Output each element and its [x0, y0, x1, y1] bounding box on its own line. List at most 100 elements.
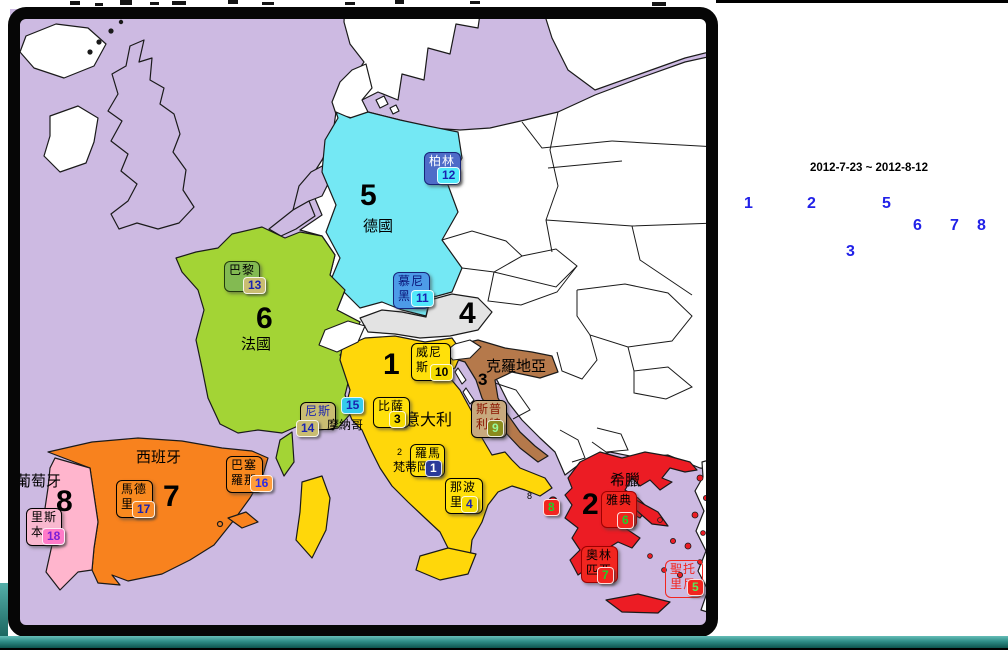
slovenia-shape: [444, 339, 482, 361]
scandinavia-shape: [343, 9, 482, 101]
country-number-france: 6: [256, 302, 273, 335]
legend-number-2: 2: [807, 195, 816, 212]
day-badge-nice[interactable]: 14: [296, 420, 320, 437]
city-marker-madrid[interactable]: 馬德里: [116, 480, 153, 518]
city-label-line: 本: [31, 525, 45, 539]
city-label-line: 斯: [416, 360, 430, 374]
coast-fragment: [262, 2, 274, 5]
corsica-shape: [275, 431, 295, 477]
country-name-france: 法國: [241, 336, 272, 353]
aegean-isle: [647, 553, 653, 559]
country-number-austria: 4: [459, 297, 476, 330]
day-badge-athens[interactable]: 6: [617, 512, 634, 529]
day-badge-pisa[interactable]: 3: [389, 411, 406, 428]
sardinia-shape: [295, 475, 331, 559]
scottish-isle: [118, 19, 124, 25]
map-stage: 5 德國 6 法國 1 意大利 4 3 克羅地亞 7 西班牙 8 葡萄牙 2 希臘 柏林 12 慕尼黑 11 巴黎 13…: [10, 9, 706, 625]
crete-shape: [605, 593, 671, 614]
day-badge-rome[interactable]: 1: [425, 460, 442, 477]
aegean-isle: [670, 538, 677, 545]
day-badge-berlin[interactable]: 12: [437, 167, 461, 184]
country-number-croatia: 3: [478, 370, 488, 389]
day-badge-olympia[interactable]: 7: [597, 567, 614, 584]
aegean-isle: [691, 511, 699, 519]
legend-number-3: 3: [846, 243, 855, 260]
legend-number-1: 1: [744, 195, 753, 212]
coast-fragment: [172, 1, 186, 5]
map-frame: [8, 7, 718, 637]
border-hungary: [487, 265, 578, 306]
denmark-island: [375, 95, 389, 109]
balearics-shape: [227, 511, 259, 529]
country-number-germany: 5: [360, 179, 377, 212]
border-bulgaria: [627, 346, 693, 400]
slide-left-band: [0, 583, 8, 650]
day-badge-ferry[interactable]: 8: [543, 499, 560, 516]
city-label-line: 那波: [450, 480, 477, 494]
border-moldova: [631, 225, 693, 296]
day-badge-madrid[interactable]: 17: [132, 501, 156, 518]
aegean-isle: [677, 572, 684, 579]
legend-number-5: 5: [882, 195, 891, 212]
city-label-line: 聖托: [670, 562, 697, 576]
coast-fragment: [70, 1, 80, 5]
border-czech: [441, 230, 523, 273]
city-label-line: 羅那: [231, 473, 258, 487]
city-label-line: 里: [121, 497, 135, 511]
day-badge-split[interactable]: 9: [487, 420, 504, 437]
city-marker-naples[interactable]: 那波里: [445, 478, 483, 514]
iceland-shape: [19, 23, 107, 79]
austria-shape: [359, 293, 493, 339]
ireland-shape: [43, 105, 99, 173]
croatian-isle: [462, 387, 475, 405]
day-badge-lisbon[interactable]: 18: [42, 528, 66, 545]
city-label-line: 巴塞: [231, 458, 258, 472]
day-badge-monaco[interactable]: 15: [341, 397, 365, 414]
aegean-isle: [657, 517, 663, 523]
europe-map: 5 德國 6 法國 1 意大利 4 3 克羅地亞 7 西班牙 8 葡萄牙 2 希臘 柏林 12 慕尼黑 11 巴黎 13…: [10, 9, 706, 625]
small-label: 8: [527, 491, 533, 501]
portugal-shape: [43, 457, 99, 591]
date-range-label: 2012-7-23 ~ 2012-8-12: [810, 162, 928, 174]
small-label: 梵蒂岡: [393, 460, 430, 474]
coast-fragment: [652, 2, 666, 6]
border-romania: [576, 283, 693, 348]
day-badge-munich[interactable]: 11: [411, 290, 434, 307]
scottish-isle: [87, 49, 93, 55]
aegean-isle: [700, 530, 706, 536]
country-name-germany: 德國: [363, 218, 394, 235]
switzerland-shape: [318, 320, 366, 353]
croatia-shape: [451, 339, 559, 463]
city-label-line: 斯普: [476, 402, 503, 416]
city-label-line: 馬德: [121, 482, 148, 496]
day-badge-naples[interactable]: 4: [461, 496, 478, 513]
denmark-island: [389, 104, 400, 115]
slide-top-rule: [716, 0, 1008, 3]
city-label-line: 里斯: [31, 510, 58, 524]
slide-bottom-band: [0, 636, 1008, 648]
border-belarus: [611, 140, 706, 147]
border-poland-east: [545, 111, 559, 253]
border-baltics: [521, 121, 613, 149]
aegean-isle: [684, 542, 692, 550]
city-label-line: 巴黎: [229, 263, 256, 277]
country-name-greece: 希臘: [610, 472, 641, 489]
balearics-isle: [216, 520, 224, 528]
coast-fragment: [395, 0, 404, 4]
aegean-isle: [703, 495, 706, 501]
small-label: 2: [397, 447, 403, 457]
city-label-line: 威尼: [416, 345, 443, 359]
country-number-greece: 2: [582, 488, 599, 521]
coast-fragment: [345, 2, 355, 5]
scottish-isle: [96, 39, 102, 45]
aegean-isle: [696, 474, 704, 482]
legend-number-6: 6: [913, 217, 922, 234]
city-label-line: 慕尼: [398, 274, 425, 288]
city-label-line: 黑: [398, 289, 412, 303]
day-badge-paris[interactable]: 13: [243, 277, 267, 294]
day-badge-santorini[interactable]: 5: [687, 579, 704, 596]
day-badge-barcelona[interactable]: 16: [250, 475, 274, 492]
country-name-croatia: 克羅地亞: [486, 358, 547, 375]
legend-number-7: 7: [950, 217, 959, 234]
day-badge-venice[interactable]: 10: [430, 364, 454, 381]
